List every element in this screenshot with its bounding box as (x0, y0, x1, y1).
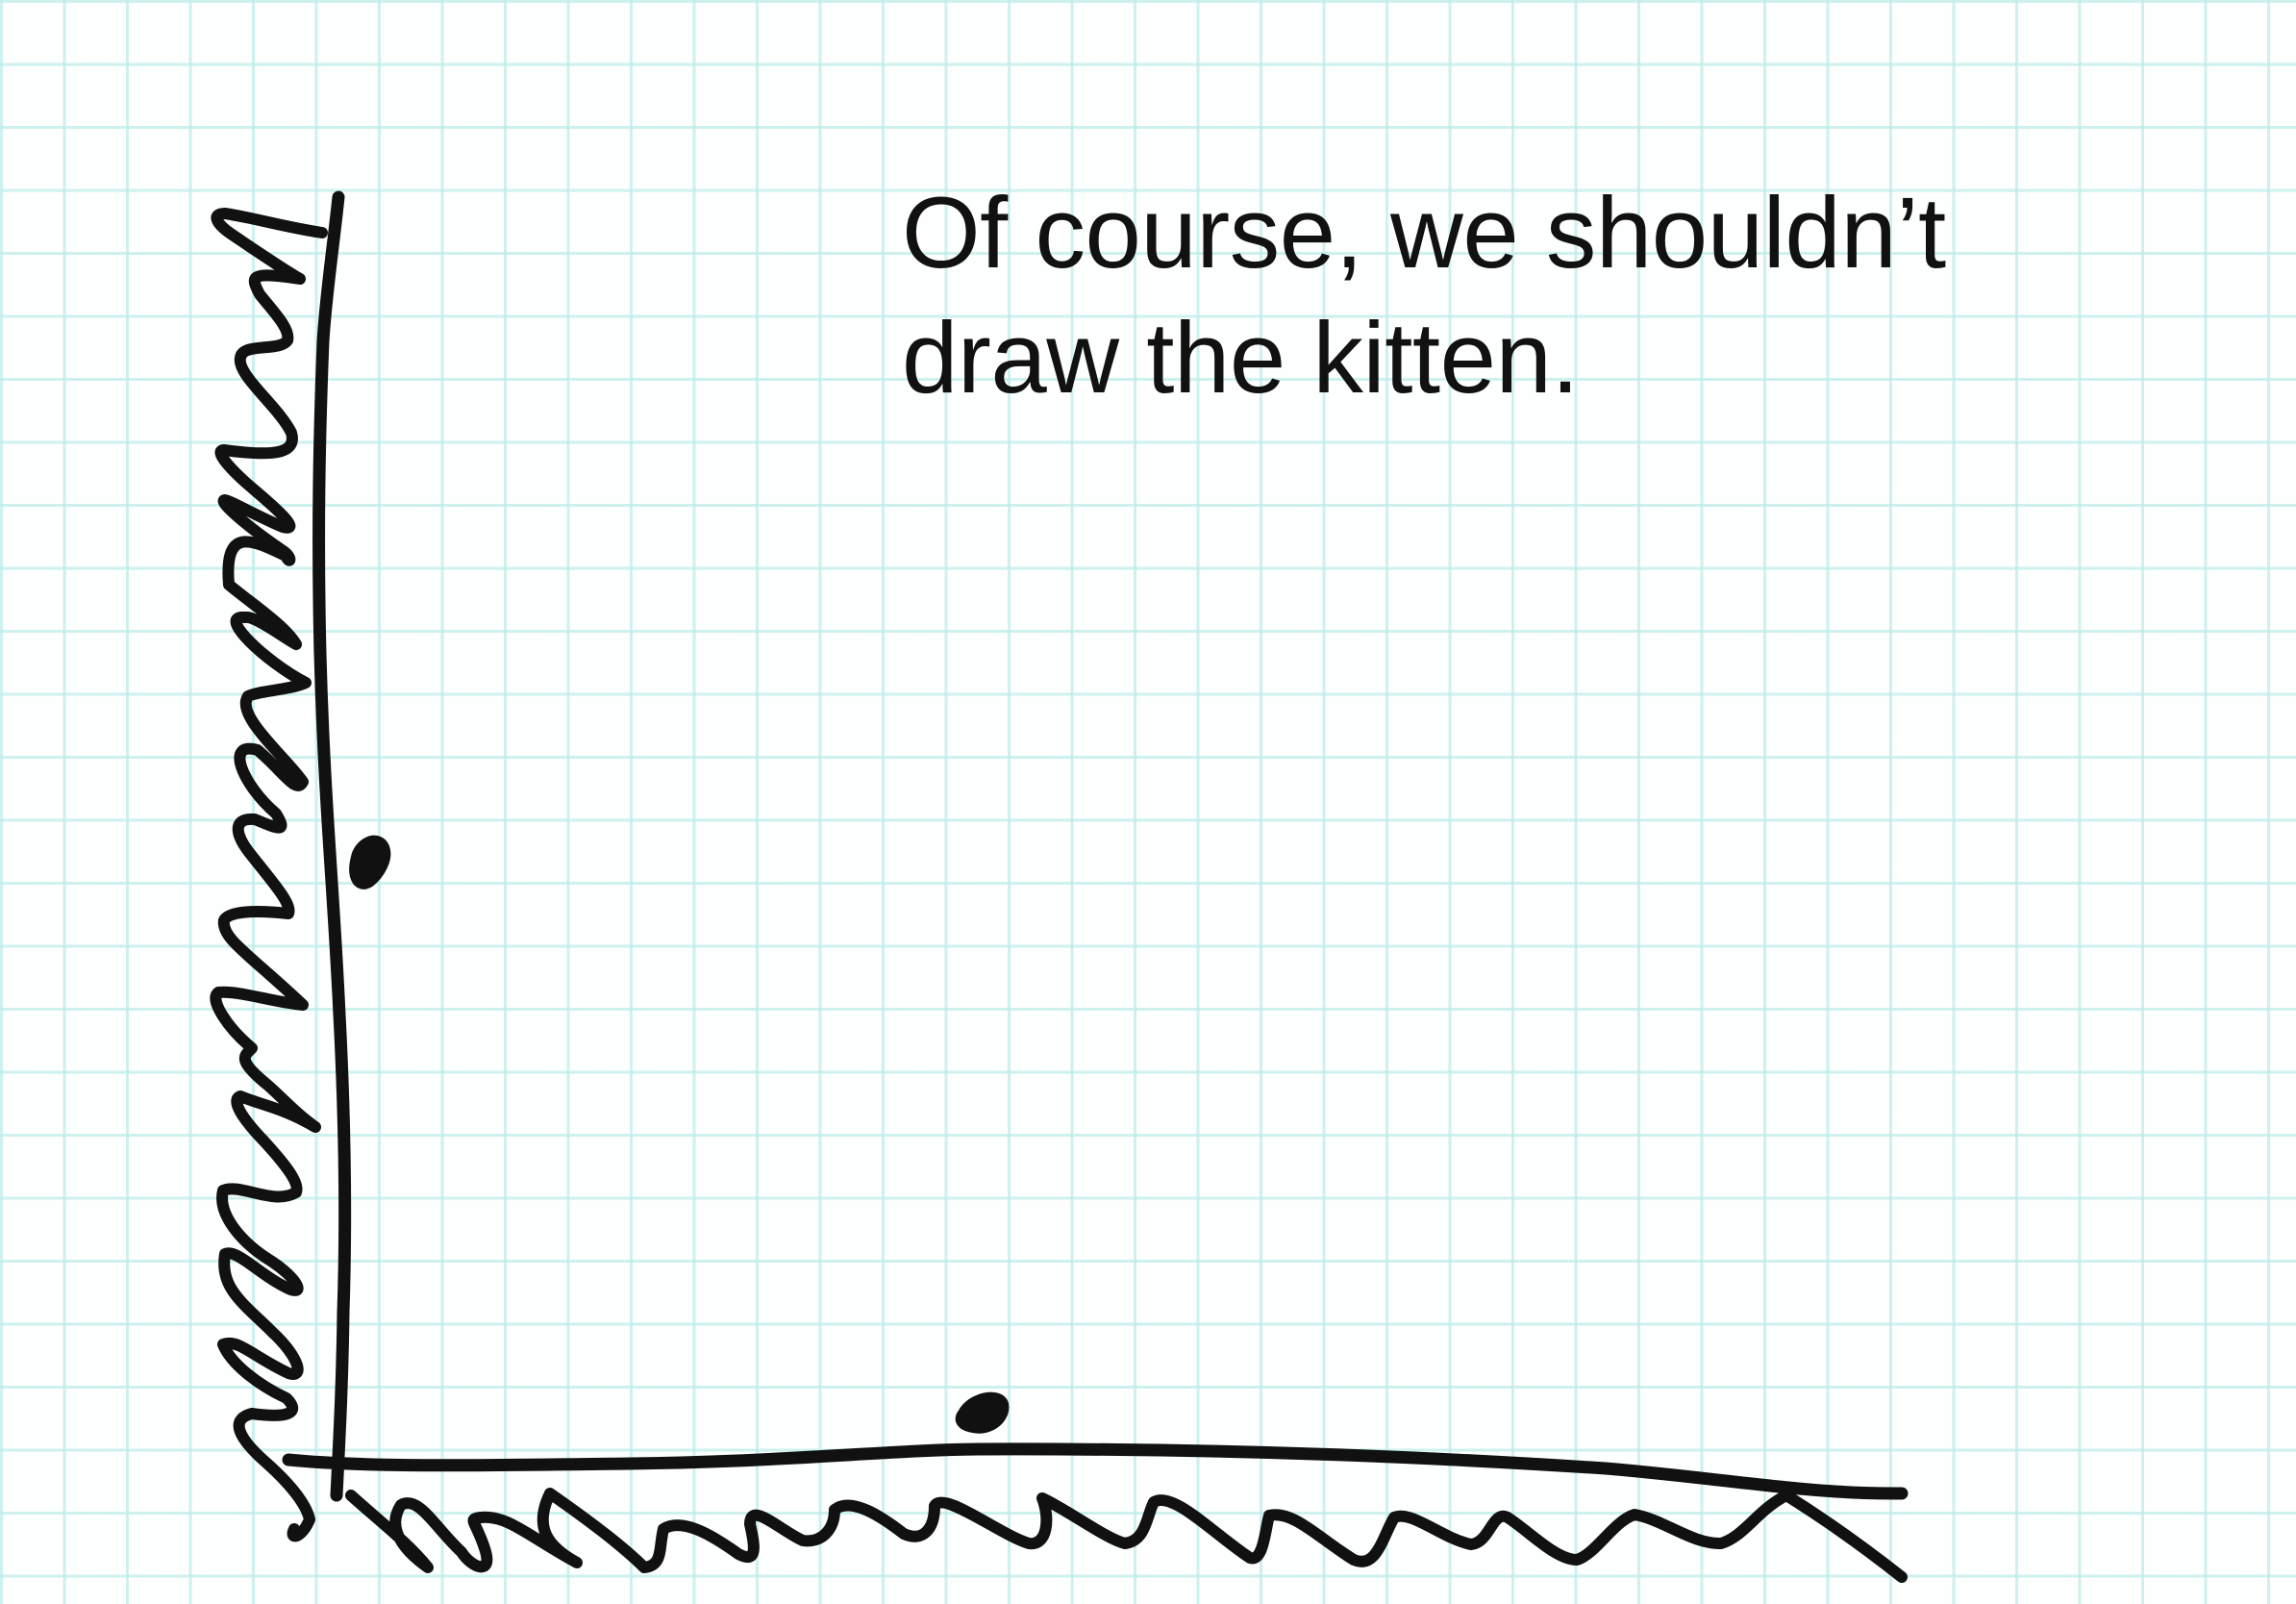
x-axis-marker-blot (955, 1391, 1010, 1434)
caption-text: Of course, we shouldn’t draw the kitten. (902, 171, 2113, 421)
y-axis-marker-blot (349, 835, 391, 890)
y-axis-line (312, 190, 352, 1502)
x-axis-label-scribble (345, 1488, 1908, 1583)
caption-line-1: Of course, we shouldn’t (902, 177, 1946, 289)
caption-line-2: draw the kitten. (902, 302, 1580, 414)
x-axis-line (282, 1442, 1909, 1500)
y-axis-label-scribble (210, 208, 328, 1542)
